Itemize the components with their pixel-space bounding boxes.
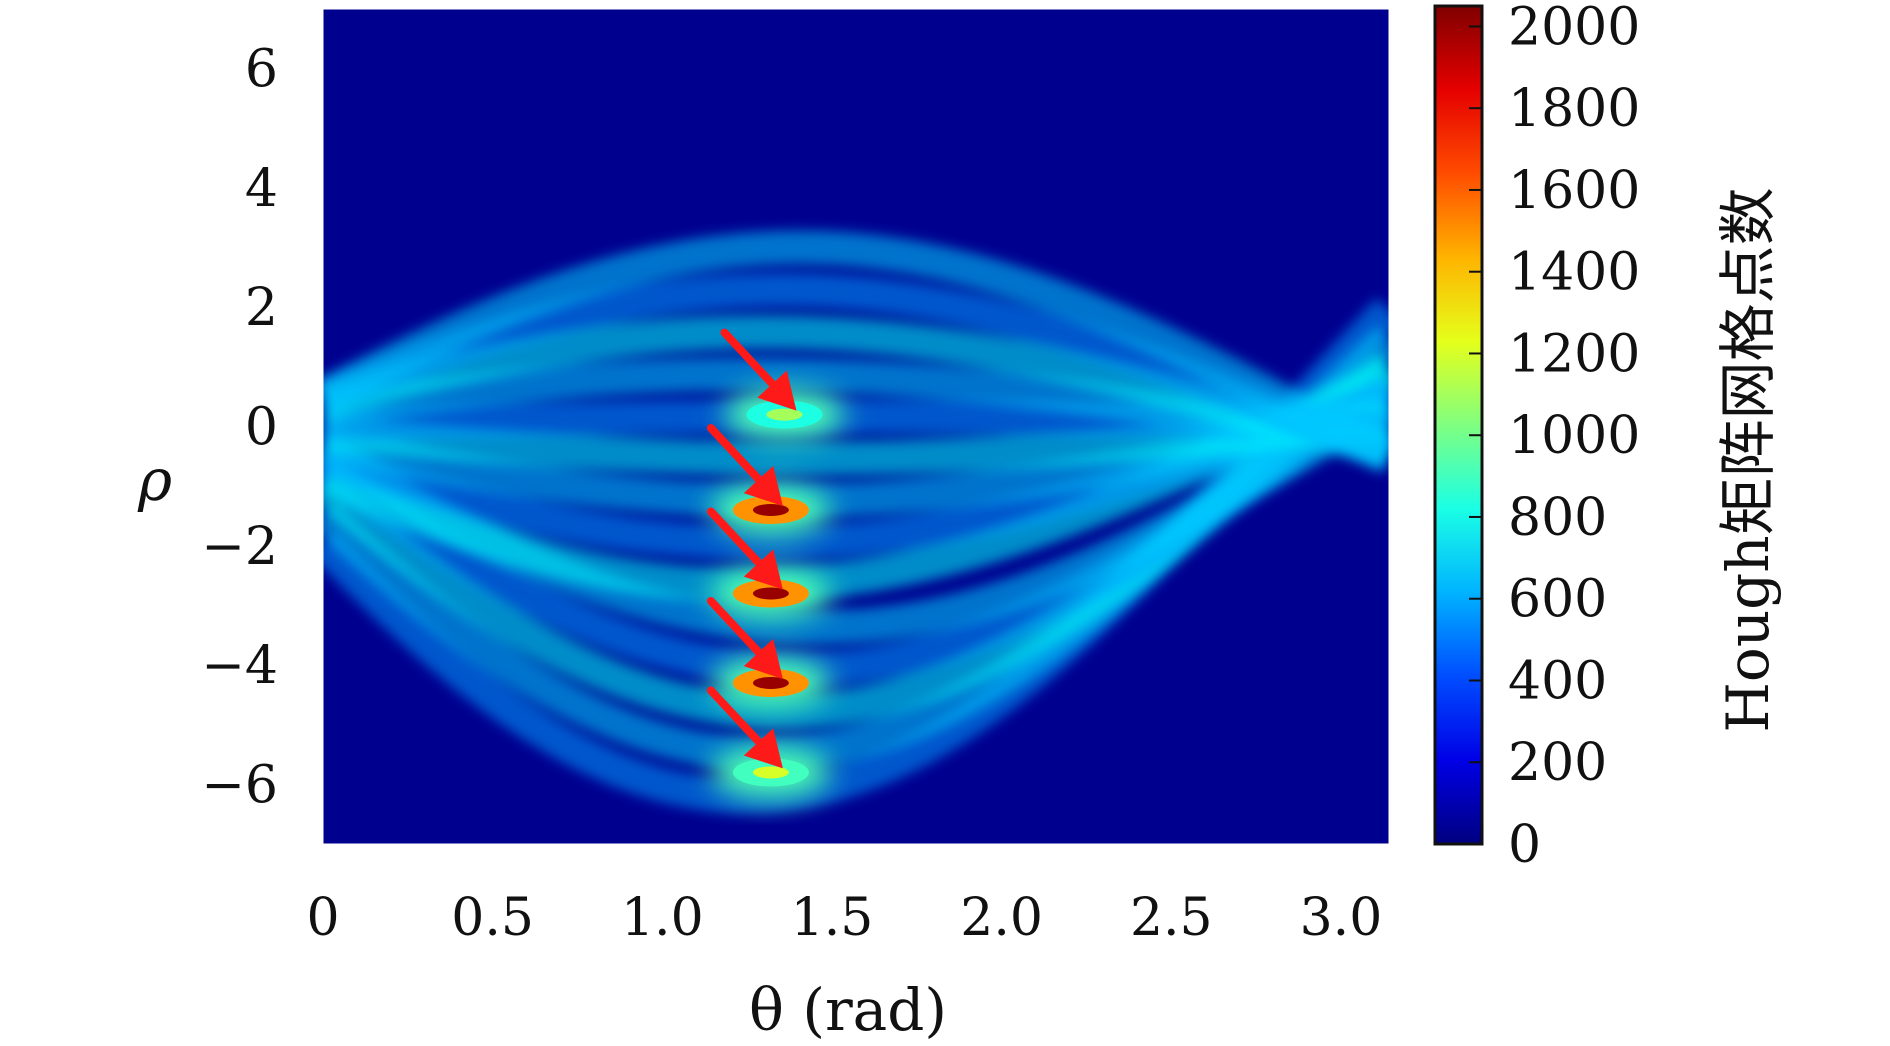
colorbar-tick-label: 0 — [1508, 815, 1541, 875]
plot-area — [322, 8, 1390, 845]
y-axis-label: ρ — [137, 446, 172, 514]
colorbar-frame — [1433, 4, 1484, 846]
peak-marker — [710, 656, 831, 709]
colorbar-tick-label: 1400 — [1508, 243, 1640, 303]
colorbar-tick-label: 200 — [1508, 733, 1607, 793]
x-tick-label: 2.0 — [960, 888, 1043, 948]
x-axis-ticks: 0 0.5 1.0 1.5 2.0 2.5 3.0 — [306, 888, 1382, 948]
peak-layer — [710, 388, 845, 799]
y-tick-label: −2 — [201, 517, 278, 577]
colorbar-tick-label: 1800 — [1508, 79, 1640, 139]
y-tick-label: 0 — [245, 398, 278, 458]
x-tick-label: 1.5 — [791, 888, 874, 948]
x-tick-label: 1.0 — [621, 888, 704, 948]
y-tick-label: 4 — [245, 159, 278, 219]
annotation-arrows — [706, 328, 797, 769]
y-tick-label: −6 — [201, 755, 278, 815]
y-tick-label: 2 — [245, 278, 278, 338]
annotation-arrow — [706, 424, 783, 506]
colorbar-tick-label: 1000 — [1508, 406, 1640, 466]
y-axis-ticks: 6 4 2 0 −2 −4 −6 — [201, 40, 278, 816]
plot-frame — [322, 8, 1390, 845]
x-tick-label: 2.5 — [1130, 888, 1213, 948]
colorbar-label: Hough矩阵网格点数 — [1714, 187, 1782, 732]
peak-marker — [710, 567, 831, 620]
y-tick-label: −4 — [201, 636, 278, 696]
peak-marker — [710, 746, 831, 799]
x-tick-label: 3.0 — [1300, 888, 1383, 948]
colorbar: 0 200 400 600 800 1000 1200 1400 1600 1800 2000 Ho… — [1433, 0, 1782, 875]
colorbar-tick-label: 1200 — [1508, 324, 1640, 384]
x-axis-label: θ (rad) — [749, 976, 947, 1044]
colorbar-tick-label: 800 — [1508, 488, 1607, 548]
annotation-arrow — [706, 686, 783, 769]
heatmap-layer — [323, 230, 1389, 814]
x-tick-label: 0 — [306, 888, 339, 948]
colorbar-tick-label: 1600 — [1508, 161, 1640, 221]
colorbar-tick-label: 400 — [1508, 651, 1607, 711]
peak-marker — [710, 484, 831, 536]
annotation-arrow — [706, 507, 783, 590]
y-tick-label: 6 — [245, 40, 278, 100]
annotation-arrow — [706, 596, 783, 679]
annotation-arrow — [720, 328, 797, 411]
x-tick-label: 0.5 — [451, 888, 534, 948]
peak-marker — [724, 388, 845, 441]
colorbar-tick-label: 2000 — [1508, 0, 1640, 57]
colorbar-tick-label: 600 — [1508, 570, 1607, 630]
colorbar-gradient — [1435, 6, 1482, 844]
colorbar-ticks: 0 200 400 600 800 1000 1200 1400 1600 1800 2000 — [1469, 0, 1640, 875]
